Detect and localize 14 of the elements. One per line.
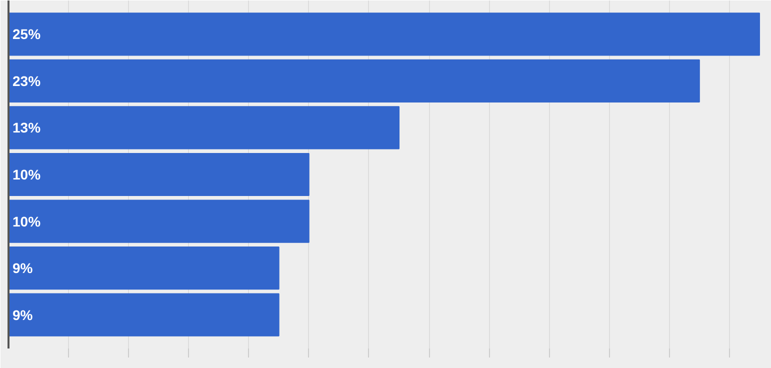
- bar: [8, 200, 310, 243]
- bar: [8, 106, 400, 150]
- data-label: 23%: [12, 72, 42, 89]
- bar: [8, 293, 280, 336]
- data-label: 10%: [12, 166, 42, 182]
- data-label: 13%: [12, 120, 42, 136]
- bar: [8, 152, 310, 196]
- data-label: 25%: [12, 26, 42, 42]
- bar: [8, 59, 700, 102]
- data-label: 9%: [12, 260, 34, 276]
- data-label: 9%: [12, 306, 34, 323]
- bar: [8, 246, 280, 290]
- data-label: 10%: [12, 213, 42, 230]
- bar: [8, 12, 760, 56]
